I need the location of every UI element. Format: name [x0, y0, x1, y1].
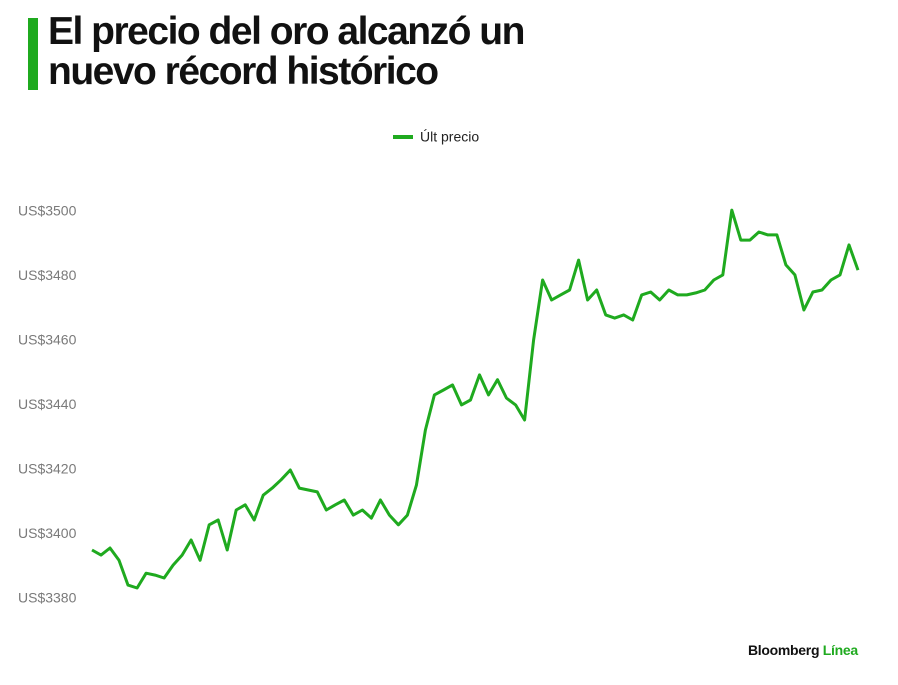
- source: Bloomberg: [748, 642, 820, 658]
- chart-title: El precio del oro alcanzó un nuevo récor…: [48, 10, 525, 93]
- price-line: [91, 208, 860, 590]
- y-tick-label: US$3420: [18, 461, 77, 477]
- source-brand: Línea: [822, 642, 858, 658]
- y-tick-label: US$3440: [18, 396, 77, 412]
- title-accent: [28, 18, 38, 90]
- y-tick-label: US$3400: [18, 525, 77, 541]
- legend-label: Últ precio: [420, 129, 479, 145]
- y-tick-label: US$3500: [18, 203, 77, 219]
- source-logo: Bloomberg Línea: [748, 642, 858, 658]
- y-tick-label: US$3380: [18, 590, 77, 606]
- y-tick-label: US$3460: [18, 332, 77, 348]
- y-tick-label: US$3480: [18, 267, 77, 283]
